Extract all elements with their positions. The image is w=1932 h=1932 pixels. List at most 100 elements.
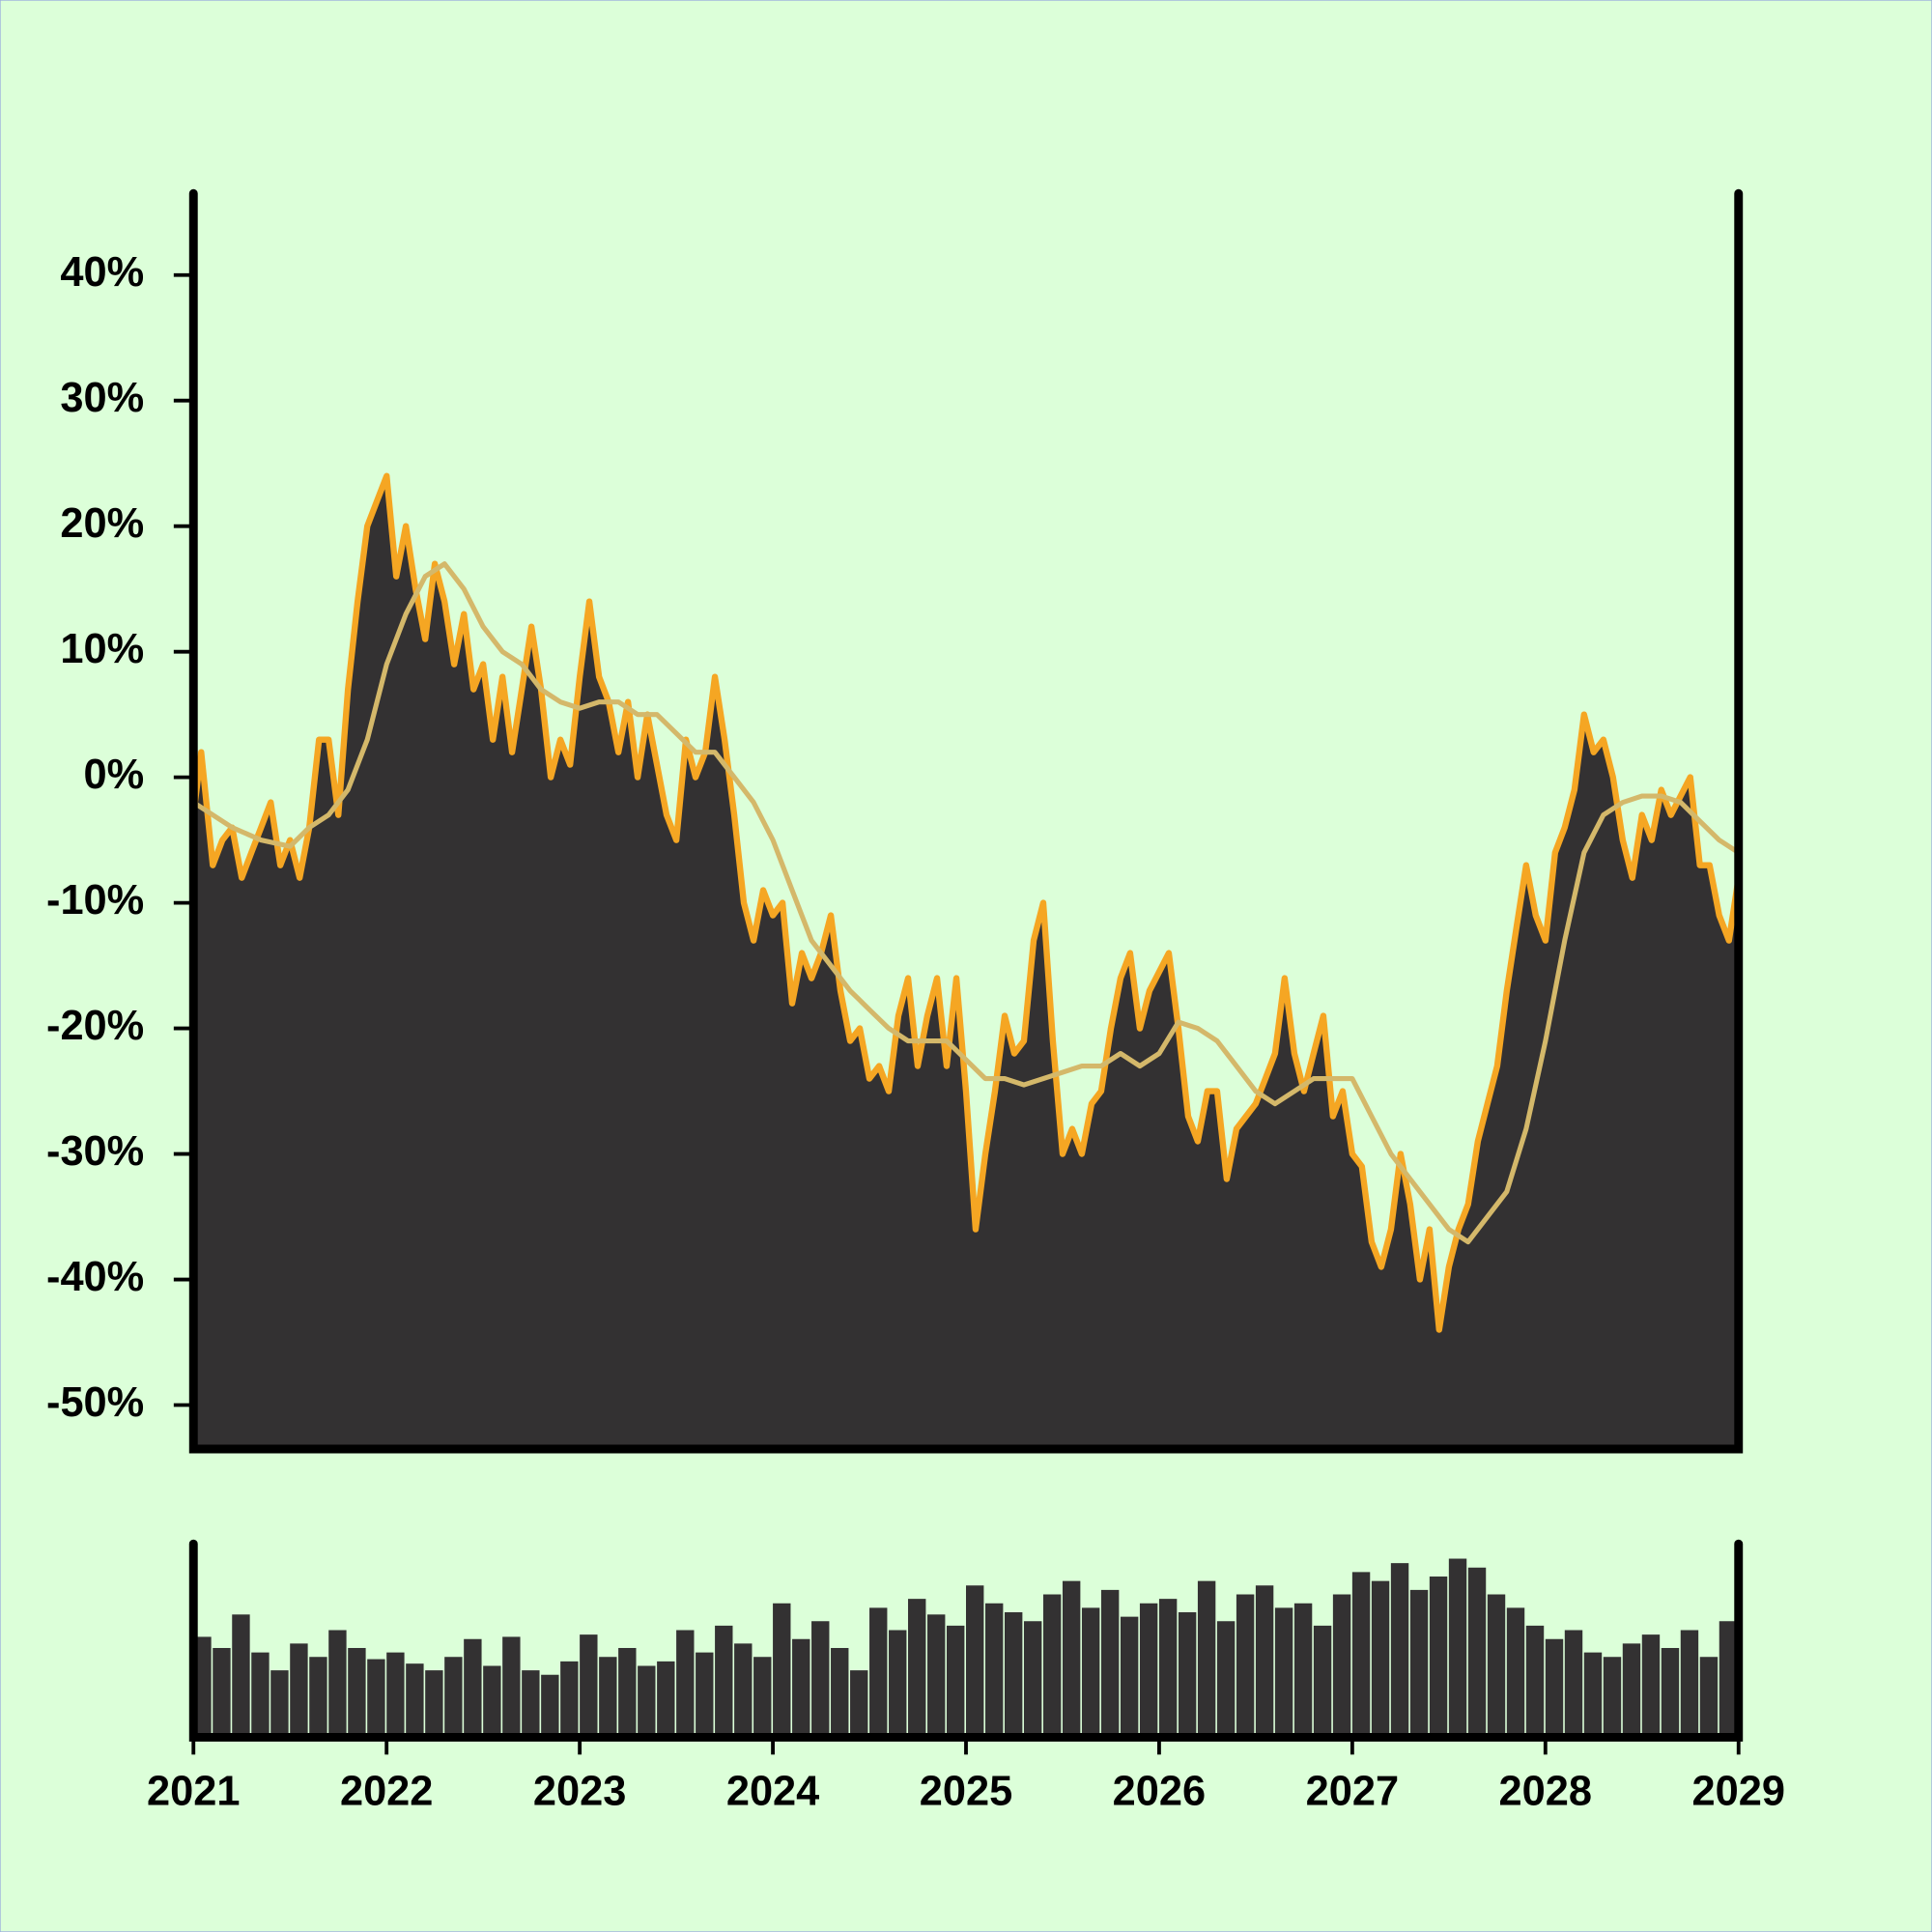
volume-bar: [966, 1585, 984, 1738]
volume-bar: [406, 1663, 424, 1738]
volume-bar: [1622, 1643, 1641, 1738]
axis-frame: [188, 1539, 1744, 1742]
volume-bar: [947, 1625, 965, 1738]
y-tick-label: -40%: [46, 1254, 144, 1300]
volume-bar: [1332, 1594, 1351, 1738]
x-tick-label: 2029: [1692, 1769, 1785, 1815]
x-tick-label: 2022: [340, 1769, 433, 1815]
volume-bar: [270, 1670, 289, 1738]
volume-bar: [696, 1652, 714, 1738]
y-tick-label: 20%: [60, 500, 144, 547]
volume-bar: [831, 1647, 849, 1738]
volume-bar: [734, 1643, 753, 1738]
volume-bar: [1081, 1607, 1100, 1738]
volume-bar: [502, 1636, 521, 1738]
volume-bar: [309, 1657, 327, 1738]
volume-bar: [560, 1661, 579, 1738]
volume-bar: [1409, 1589, 1429, 1738]
volume-bar: [1139, 1603, 1158, 1738]
volume-bar: [1293, 1603, 1313, 1738]
volume-bar: [1525, 1625, 1545, 1738]
volume-bar: [1699, 1657, 1719, 1738]
volume-bar: [1197, 1580, 1216, 1738]
volume-bar: [792, 1638, 810, 1738]
axis-frame: [188, 188, 1744, 1454]
volume-bar: [1661, 1647, 1680, 1738]
y-tick-label: 10%: [60, 626, 144, 672]
volume-bar: [367, 1659, 385, 1738]
volume-bar: [1236, 1594, 1255, 1738]
volume-bar: [386, 1652, 405, 1738]
x-tick-label: 2024: [726, 1769, 819, 1815]
volume-bar: [1487, 1594, 1506, 1738]
volume-bar: [1100, 1589, 1120, 1738]
volume-bar: [1351, 1572, 1371, 1738]
volume-bar: [715, 1625, 733, 1738]
volume-bar: [464, 1638, 482, 1738]
volume-bar: [1448, 1558, 1467, 1738]
volume-bar: [1042, 1594, 1062, 1738]
volume-bar: [869, 1607, 888, 1738]
volume-bar: [1216, 1621, 1236, 1738]
volume-bar: [541, 1674, 559, 1738]
area: [193, 475, 1739, 1449]
volume-bar: [638, 1665, 656, 1738]
volume-bar: [984, 1603, 1004, 1738]
volume-bar: [850, 1670, 868, 1738]
y-tick-label: 40%: [60, 249, 144, 296]
volume-bar: [599, 1657, 617, 1738]
y-tick-label: 30%: [60, 375, 144, 421]
y-tick-label: -50%: [46, 1379, 144, 1426]
volume-bar: [348, 1647, 366, 1738]
volume-bar: [1719, 1621, 1738, 1738]
volume-bar: [522, 1670, 540, 1738]
volume-bar: [193, 1636, 212, 1738]
volume-bar: [1062, 1580, 1081, 1738]
volume-bar: [425, 1670, 443, 1738]
volume-bar: [1564, 1630, 1583, 1738]
volume-bar: [889, 1630, 907, 1738]
volume-bar: [1680, 1630, 1699, 1738]
volume-bar: [251, 1652, 270, 1738]
x-tick-label: 2021: [147, 1769, 240, 1815]
volume-bar: [1158, 1599, 1178, 1738]
volume-bar: [1641, 1634, 1661, 1738]
volume-bar: [908, 1599, 926, 1738]
x-tick-label: 2023: [533, 1769, 626, 1815]
volume-bar: [676, 1630, 695, 1738]
volume-bar: [1545, 1638, 1564, 1738]
volume-bar: [1023, 1621, 1042, 1738]
volume-bar: [580, 1634, 598, 1738]
volume-bar: [1467, 1567, 1487, 1738]
y-tick-label: -20%: [46, 1003, 144, 1049]
volume-bar: [328, 1630, 347, 1738]
line: [191, 561, 1741, 1245]
volume-bar: [811, 1621, 830, 1738]
volume-bar: [1178, 1612, 1197, 1738]
volume-bar: [213, 1647, 231, 1738]
volume-bar: [1004, 1612, 1023, 1738]
volume-bar: [1255, 1585, 1274, 1738]
y-tick-label: 0%: [84, 752, 145, 798]
volume-bar: [618, 1647, 637, 1738]
x-tick-label: 2025: [920, 1769, 1012, 1815]
volume-bar: [773, 1603, 791, 1738]
volume-bar: [1390, 1563, 1409, 1738]
volume-bar: [1120, 1616, 1139, 1738]
volume-bar: [290, 1643, 308, 1738]
volume-bar: [657, 1661, 675, 1738]
volume-bar: [753, 1657, 772, 1738]
volume-bar: [1371, 1580, 1390, 1738]
x-tick-label: 2027: [1306, 1769, 1399, 1815]
x-tick-label: 2028: [1499, 1769, 1592, 1815]
volume-bar: [1313, 1625, 1332, 1738]
volume-bar: [1506, 1607, 1525, 1738]
y-tick-label: -30%: [46, 1128, 144, 1175]
volume-bar: [927, 1614, 946, 1738]
volume-bar: [1429, 1577, 1448, 1738]
volume-bar: [483, 1665, 501, 1738]
volume-bar: [444, 1657, 463, 1738]
volume-bar: [1583, 1652, 1603, 1738]
volume-bar: [1274, 1607, 1293, 1738]
